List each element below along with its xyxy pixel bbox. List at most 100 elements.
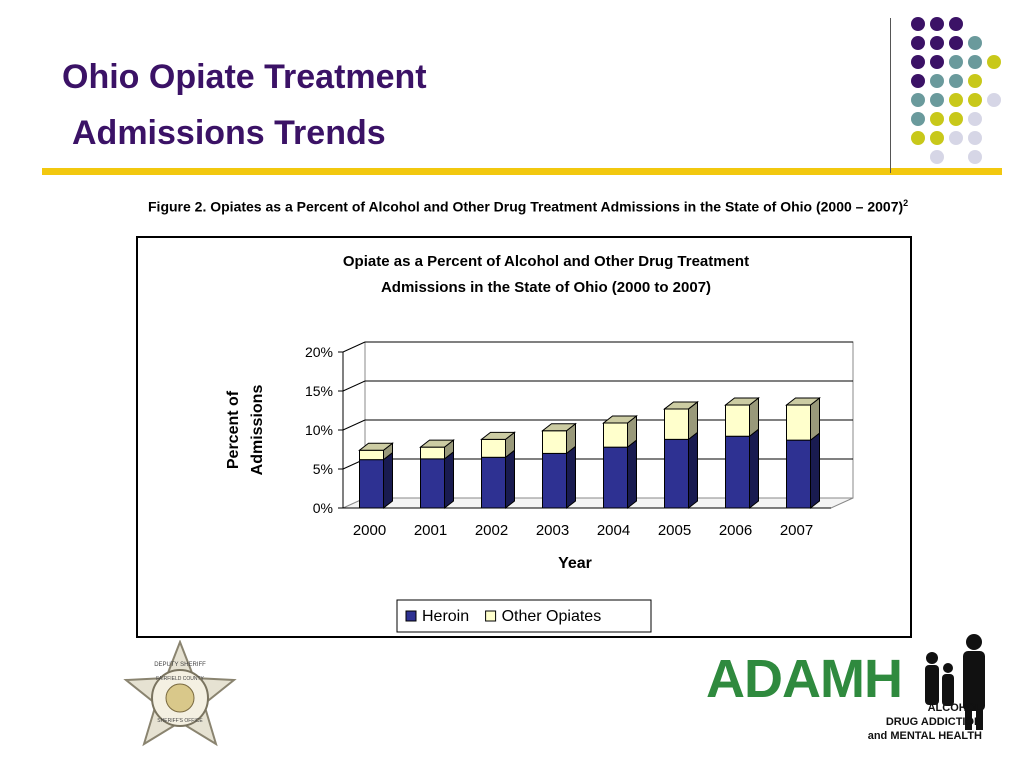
decorative-dot: [968, 74, 982, 88]
bar-other-opiates-front: [725, 404, 750, 437]
bar-other-opiates-front: [420, 446, 445, 460]
decorative-dot: [911, 112, 925, 126]
decorative-dot: [930, 112, 944, 126]
decorative-dot: [911, 55, 925, 69]
legend-label: Heroin: [422, 608, 469, 625]
bar-other-opiates-front: [786, 404, 811, 441]
bar-other-opiates-front: [664, 408, 689, 440]
decorative-dot: [968, 55, 982, 69]
decorative-dot: [911, 74, 925, 88]
badge-ring-text: FAIRFIELD COUNTY: [156, 676, 204, 682]
chart-title-line1: Opiate as a Percent of Alcohol and Other…: [343, 253, 749, 270]
decorative-dot: [949, 131, 963, 145]
badge-top-text: DEPUTY SHERIFF: [154, 662, 206, 668]
decorative-dot: [930, 74, 944, 88]
figure-caption: Figure 2. Opiates as a Percent of Alcoho…: [148, 193, 978, 217]
decorative-dot: [911, 36, 925, 50]
bar-heroin-front: [481, 456, 506, 509]
bar-heroin: [603, 439, 637, 510]
x-tick-label: 2001: [414, 522, 447, 539]
x-tick-label: 2002: [475, 522, 508, 539]
x-tick-label: 2003: [536, 522, 569, 539]
bar-other-opiates: [602, 414, 638, 449]
legend-label: Other Opiates: [502, 608, 602, 625]
decorative-dot: [949, 112, 963, 126]
gridline-side: [342, 419, 366, 431]
x-tick-label: 2007: [780, 522, 813, 539]
decorative-dot: [911, 93, 925, 107]
bar-other-opiates-top: [724, 397, 760, 406]
bar-other-opiates: [419, 439, 455, 460]
bar-heroin-side: [688, 431, 698, 510]
decorative-dot: [968, 131, 982, 145]
bar-other-opiates: [541, 422, 577, 455]
bar-other-opiates-top: [480, 431, 516, 440]
bar-other-opiates-front: [603, 422, 628, 448]
decorative-dot-grid: [911, 17, 1001, 164]
y-tick-label: 5%: [313, 461, 333, 477]
bar-heroin: [420, 450, 454, 510]
bar-other-opiates-top: [785, 397, 821, 406]
decorative-dot: [930, 17, 944, 31]
decorative-dot: [930, 150, 944, 164]
decorative-dot: [968, 36, 982, 50]
bar-other-opiates-front: [481, 438, 506, 458]
bar-heroin-front: [786, 439, 811, 509]
legend-box: [396, 599, 652, 633]
divider-line: [890, 18, 891, 173]
bar-other-opiates-top: [358, 442, 394, 451]
bar-other-opiates: [358, 442, 394, 461]
bar-heroin-front: [359, 459, 384, 509]
badge-bottom-text: SHERIFF'S OFFICE: [157, 718, 203, 724]
chart-frame: Opiate as a Percent of Alcohol and Other…: [136, 236, 912, 638]
decorative-dot: [968, 93, 982, 107]
y-tick-label: 10%: [305, 422, 333, 438]
y-tick-label: 0%: [313, 500, 333, 516]
adamh-logo-line1: ALCOHOL: [927, 702, 982, 714]
chart-title-line2: Admissions in the State of Ohio (2000 to…: [381, 279, 711, 296]
bar-heroin: [664, 431, 698, 510]
bar-heroin-side: [749, 428, 759, 510]
bar-other-opiates: [785, 397, 821, 442]
decorative-dot: [949, 74, 963, 88]
adamh-logo-line2: DRUG ADDICTION: [885, 716, 982, 728]
chart-legend: Heroin Other Opiates: [396, 599, 652, 633]
adamh-logo: ADAMH ALCOHOL DRUG ADDICTION and MENTAL …: [700, 632, 1000, 752]
bar-heroin-front: [725, 435, 750, 509]
bar-other-opiates: [724, 397, 760, 438]
gridline-side: [342, 380, 366, 392]
slide-title-line1: Ohio Opiate Treatment: [62, 58, 427, 96]
bar-other-opiates-top: [602, 415, 638, 424]
decorative-dot: [949, 17, 963, 31]
figure-caption-text: Figure 2. Opiates as a Percent of Alcoho…: [148, 198, 904, 215]
bar-heroin-front: [542, 452, 567, 509]
decorative-dot: [911, 131, 925, 145]
bar-other-opiates-top: [419, 439, 455, 448]
bar-heroin: [786, 432, 820, 510]
y-tick-label: 20%: [305, 344, 333, 360]
family-silhouette-icon: [925, 634, 985, 730]
y-axis-label-line2: Admissions: [249, 385, 266, 476]
sheriff-badge-logo: DEPUTY SHERIFF FAIRFIELD COUNTY SHERIFF'…: [123, 640, 237, 747]
x-tick-label: 2000: [353, 522, 386, 539]
decorative-dot: [930, 131, 944, 145]
bar-heroin-side: [627, 439, 637, 510]
decorative-dot: [930, 93, 944, 107]
slide-title-line2: Admissions Trends: [72, 114, 386, 152]
bar-other-opiates: [480, 431, 516, 459]
bar-heroin-side: [505, 449, 515, 510]
bar-other-opiates-front: [359, 449, 384, 461]
bar-heroin-front: [420, 458, 445, 509]
decorative-dot: [949, 36, 963, 50]
accent-rule: [42, 168, 1002, 175]
bar-heroin: [542, 445, 576, 510]
figure-caption-footnote: 2: [903, 198, 909, 208]
gridline-side: [342, 341, 366, 353]
x-tick-label: 2006: [719, 522, 752, 539]
bar-other-opiates-front: [542, 430, 567, 454]
badge-center-seal: [165, 683, 195, 713]
legend-swatch: [485, 610, 497, 622]
legend-swatch: [405, 610, 417, 622]
bar-other-opiates-top: [663, 401, 699, 410]
decorative-dot: [949, 93, 963, 107]
